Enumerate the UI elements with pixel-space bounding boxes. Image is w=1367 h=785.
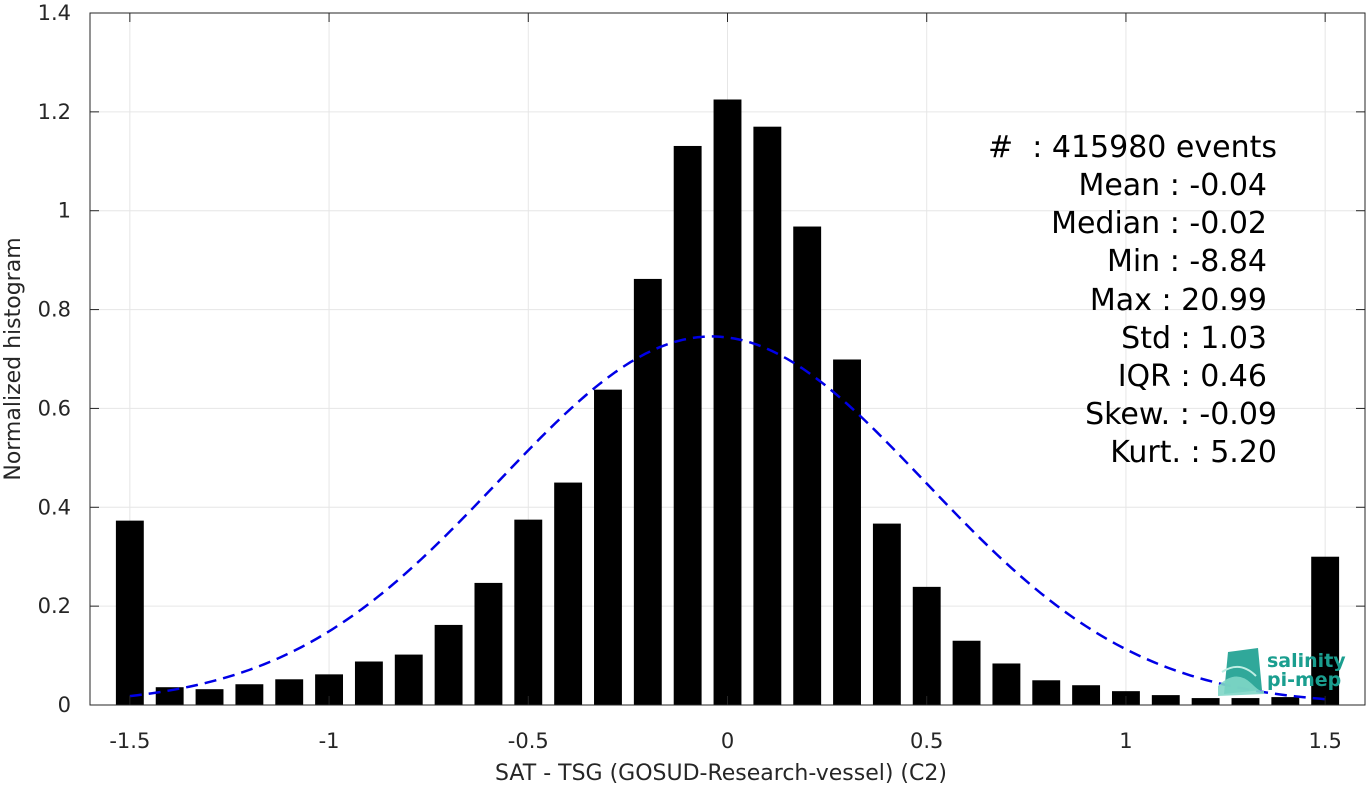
y-tick-label-4: 0.8: [38, 298, 71, 322]
x-tick-label-0: -1.5: [109, 729, 150, 753]
bar-22: [992, 663, 1021, 705]
salinity-pi-mep-logo: salinity pi-mep: [1218, 648, 1346, 696]
x-tick-labels: -1.5 -1 -0.5 0 0.5 1 1.5: [109, 729, 1342, 753]
bar-12: [594, 389, 622, 705]
bar-4: [275, 679, 304, 705]
y-tick-labels: 0 0.2 0.4 0.6 0.8 1 1.2 1.4: [38, 1, 71, 717]
y-tick-label-3: 0.6: [38, 396, 71, 420]
bar-1: [155, 687, 184, 705]
bar-10: [514, 519, 543, 705]
bar-26: [1151, 695, 1180, 705]
x-tick-label-2: -0.5: [508, 729, 549, 753]
bar-2: [195, 689, 224, 705]
stat-iqr: IQR : 0.46: [1118, 359, 1267, 394]
bar-24: [1072, 685, 1101, 705]
bar-20: [912, 586, 941, 705]
bar-14: [673, 145, 702, 705]
stat-std: Std : 1.03: [1121, 321, 1267, 356]
bar-0: [115, 520, 144, 705]
x-tick-label-4: 0.5: [910, 729, 943, 753]
bar-28: [1231, 698, 1260, 705]
y-tick-label-5: 1: [58, 199, 71, 223]
bar-17: [793, 226, 822, 705]
bar-21: [952, 640, 981, 705]
bar-18: [833, 359, 861, 705]
y-axis-label: Normalized histogram: [1, 237, 26, 480]
stat-max: Max : 20.99: [1090, 283, 1267, 318]
wave-icon: [1218, 648, 1264, 696]
y-tick-label-1: 0.2: [38, 594, 71, 618]
stat-skew: Skew. : -0.09: [1085, 397, 1277, 432]
bar-15: [713, 99, 742, 705]
bar-11: [554, 482, 583, 705]
bar-29: [1271, 697, 1300, 705]
axis-ticks: [90, 12, 1365, 706]
bar-23: [1032, 680, 1061, 705]
stat-min: Min : -8.84: [1107, 244, 1267, 279]
bar-8: [434, 624, 463, 705]
bar-27: [1191, 698, 1220, 705]
y-tick-label-0: 0: [58, 693, 71, 717]
x-tick-label-5: 1: [1119, 729, 1132, 753]
stat-kurt: Kurt. : 5.20: [1110, 435, 1277, 470]
y-tick-label-6: 1.2: [38, 100, 71, 124]
bar-7: [394, 654, 423, 705]
stat-events: # : 415980 events: [988, 130, 1277, 165]
bar-3: [235, 684, 264, 705]
logo-text-line2: pi-mep: [1267, 669, 1341, 691]
x-axis-label: SAT - TSG (GOSUD-Research-vessel) (C2): [495, 761, 947, 785]
y-tick-label-2: 0.4: [38, 495, 71, 519]
bars: [115, 99, 1340, 705]
x-tick-label-3: 0: [721, 729, 734, 753]
bar-13: [633, 278, 662, 705]
bar-6: [354, 661, 383, 705]
x-tick-label-1: -1: [319, 729, 340, 753]
bar-9: [474, 582, 503, 705]
gaussian-fit-line: [129, 335, 1326, 701]
bar-19: [872, 523, 901, 705]
bar-16: [753, 126, 782, 705]
bar-30: [1311, 556, 1340, 705]
logo-text-line1: salinity: [1267, 650, 1346, 672]
x-tick-label-6: 1.5: [1308, 729, 1341, 753]
stat-mean: Mean : -0.04: [1078, 168, 1267, 203]
stat-median: Median : -0.02: [1051, 206, 1267, 241]
y-tick-label-7: 1.4: [38, 1, 71, 25]
stats-annotations: # : 415980 events Mean : -0.04 Median : …: [988, 130, 1277, 470]
